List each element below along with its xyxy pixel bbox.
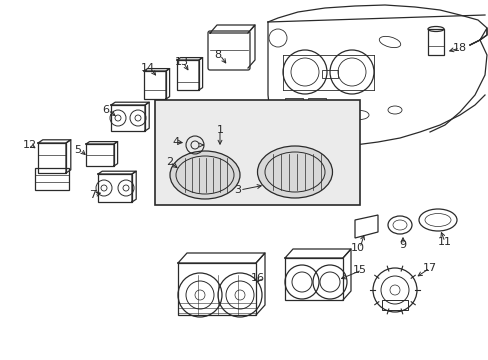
Bar [35,168,69,190]
Bar [98,174,132,202]
Text: 14: 14 [141,63,155,73]
Text: 16: 16 [250,273,264,283]
Text: 10: 10 [350,243,364,253]
Text: 4: 4 [172,137,179,147]
Bar [321,70,337,78]
Bar [381,300,407,310]
Bar [427,29,443,55]
Text: 18: 18 [452,43,466,53]
Text: 1: 1 [216,125,223,135]
Bar [111,105,145,131]
Text: 2: 2 [166,157,173,167]
Text: 5: 5 [74,145,81,155]
Bar [155,100,359,205]
Bar [38,143,66,173]
Text: 9: 9 [399,240,406,250]
Text: 12: 12 [23,140,37,150]
Bar [177,60,199,90]
Ellipse shape [170,151,240,199]
Text: 3: 3 [234,185,241,195]
Text: 7: 7 [89,190,96,200]
Bar [178,263,256,315]
Text: 11: 11 [437,237,451,247]
Bar [285,98,303,108]
Ellipse shape [257,146,332,198]
Text: 17: 17 [422,263,436,273]
Text: 15: 15 [352,265,366,275]
Text: 6: 6 [102,105,109,115]
Bar [307,98,325,108]
Bar [143,71,165,99]
Text: 8: 8 [214,50,221,60]
Bar [86,144,114,166]
Bar [285,258,342,300]
Text: 13: 13 [175,57,189,67]
